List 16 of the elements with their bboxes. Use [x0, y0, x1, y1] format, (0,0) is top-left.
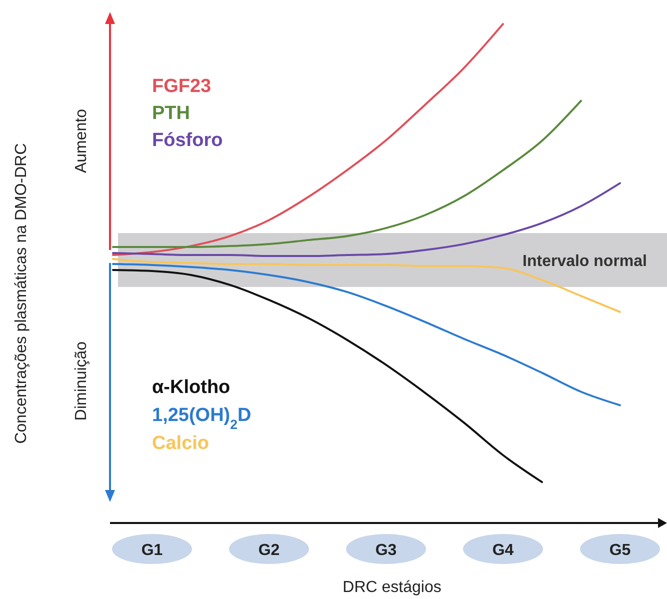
text: PTH — [152, 103, 190, 124]
x-tick-label: G2 — [258, 542, 280, 559]
text: α-Klotho — [152, 377, 230, 398]
text: Concentrações plasmáticas na DMO-DRC — [13, 143, 30, 444]
text: Diminuição — [73, 341, 90, 421]
text: Calcio — [152, 433, 210, 454]
text: Aumento — [73, 108, 90, 174]
x-tick-label: G5 — [609, 542, 631, 559]
x-tick-label: G4 — [492, 542, 514, 559]
text: FGF23 — [152, 76, 212, 97]
x-tick-label: G3 — [375, 542, 397, 559]
x-axis-title: DRC estágios — [342, 579, 442, 596]
x-tick-label: G1 — [141, 542, 163, 559]
text: Fósforo — [152, 130, 223, 151]
text: 1,25(OH)$_{2}$D — [152, 405, 252, 432]
band-label: Intervalo normal — [522, 253, 647, 270]
